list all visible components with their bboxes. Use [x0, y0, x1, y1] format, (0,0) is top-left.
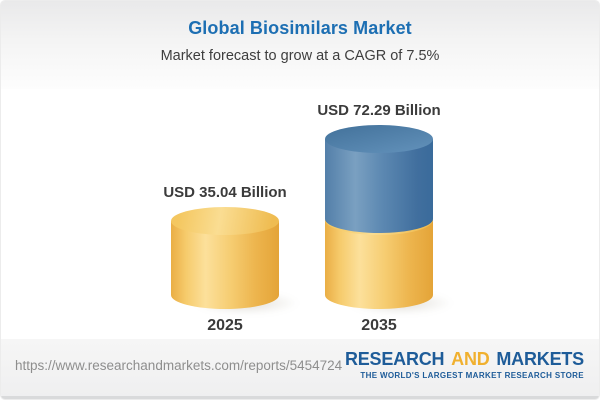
- chart-subtitle: Market forecast to grow at a CAGR of 7.5…: [160, 48, 440, 64]
- year-label-2025: 2025: [207, 317, 243, 334]
- cylinder-segment: [171, 221, 279, 309]
- bar-group-2025: USD 35.04 Billion 2025: [163, 184, 301, 337]
- value-label-2025: USD 35.04 Billion: [163, 184, 287, 201]
- cylinder-segment: [325, 139, 433, 233]
- brand-logo: RESEARCH AND MARKETS THE WORLD'S LARGEST…: [345, 350, 584, 380]
- cylinder-2025: [171, 207, 301, 315]
- report-url[interactable]: https://www.researchandmarkets.com/repor…: [15, 358, 343, 373]
- cylinder-segment: [325, 125, 433, 153]
- brand-wordmark: RESEARCH AND MARKETS: [345, 350, 584, 369]
- chart-title: Global Biosimilars Market: [188, 18, 412, 38]
- year-label-2035: 2035: [361, 317, 397, 334]
- brand-word-research: RESEARCH: [344, 349, 445, 370]
- brand-tagline: THE WORLD'S LARGEST MARKET RESEARCH STOR…: [360, 371, 584, 381]
- brand-word-markets: MARKETS: [496, 349, 584, 370]
- bar-group-2035: USD 72.29 Billion 2035: [317, 102, 455, 337]
- cylinder-2035: [325, 125, 455, 315]
- cylinder-segment: [171, 207, 279, 235]
- chart-header: Global Biosimilars Market Market forecas…: [1, 1, 599, 89]
- brand-word-and: AND: [451, 349, 490, 370]
- value-label-2035: USD 72.29 Billion: [317, 102, 441, 119]
- footer-bar: https://www.researchandmarkets.com/repor…: [1, 339, 599, 399]
